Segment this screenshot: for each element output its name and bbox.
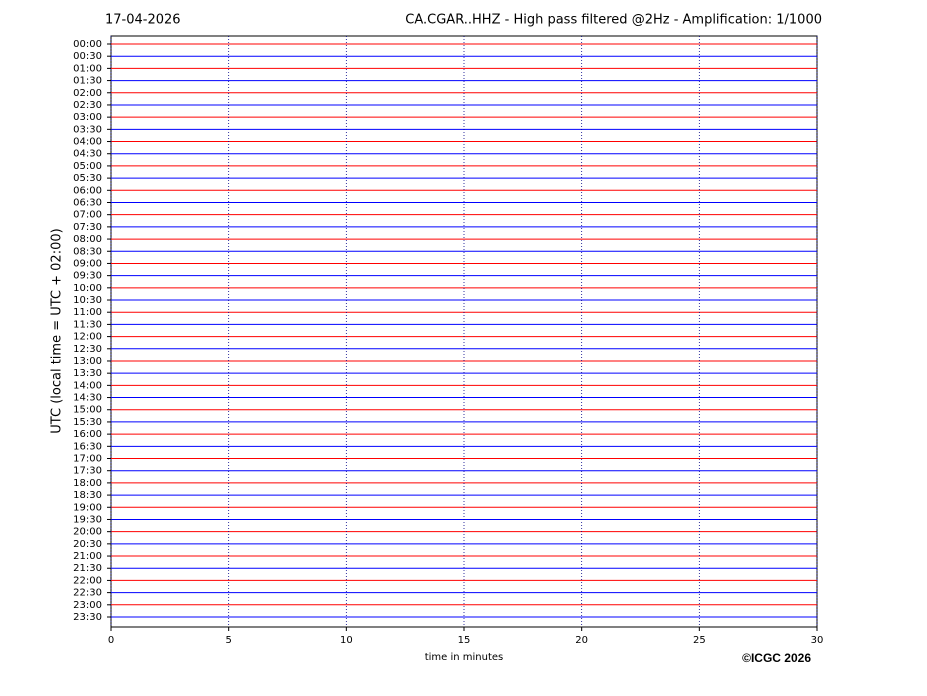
y-tick-label: 21:00 <box>73 551 102 562</box>
y-tick-label: 02:00 <box>73 88 102 99</box>
y-tick-label: 19:30 <box>73 514 102 525</box>
y-tick-label: 04:00 <box>73 137 102 148</box>
y-tick-label: 01:00 <box>73 63 102 74</box>
y-tick-label: 09:00 <box>73 258 102 269</box>
chart-title: CA.CGAR..HHZ - High pass filtered @2Hz -… <box>405 13 822 28</box>
y-tick-label: 12:30 <box>73 344 102 355</box>
plot-frame <box>110 35 818 628</box>
y-tick-label: 20:00 <box>73 527 102 538</box>
y-tick-label: 18:00 <box>73 478 102 489</box>
y-tick-label: 06:00 <box>73 185 102 196</box>
y-tick-label: 07:00 <box>73 210 102 221</box>
chart-date: 17-04-2026 <box>105 13 181 28</box>
y-tick-label: 16:30 <box>73 441 102 452</box>
x-tick-label: 10 <box>340 635 353 646</box>
y-tick-label: 15:00 <box>73 405 102 416</box>
x-tick-label: 5 <box>225 635 231 646</box>
y-tick-label: 08:00 <box>73 234 102 245</box>
y-tick-label: 18:30 <box>73 490 102 501</box>
copyright: ©ICGC 2026 <box>742 651 811 665</box>
y-tick-label: 11:00 <box>73 307 102 318</box>
y-tick-label: 07:30 <box>73 222 102 233</box>
y-tick-label: 22:30 <box>73 588 102 599</box>
y-tick-label: 00:30 <box>73 51 102 62</box>
x-tick-label: 15 <box>458 635 471 646</box>
y-tick-label: 23:30 <box>73 612 102 623</box>
x-tick-label: 0 <box>108 635 114 646</box>
y-tick-label: 10:00 <box>73 283 102 294</box>
y-tick-label: 15:30 <box>73 417 102 428</box>
y-tick-label: 19:00 <box>73 502 102 513</box>
y-tick-label: 02:30 <box>73 100 102 111</box>
x-axis-label: time in minutes <box>425 652 504 663</box>
y-tick-label: 11:30 <box>73 319 102 330</box>
y-tick-label: 13:30 <box>73 368 102 379</box>
y-tick-label: 00:00 <box>73 39 102 50</box>
y-tick-label: 03:30 <box>73 124 102 135</box>
y-tick-label: 01:30 <box>73 76 102 87</box>
y-tick-label: 08:30 <box>73 246 102 257</box>
x-tick-label: 30 <box>811 635 824 646</box>
y-tick-label: 06:30 <box>73 197 102 208</box>
y-tick-label: 12:00 <box>73 332 102 343</box>
y-tick-label: 09:30 <box>73 271 102 282</box>
y-tick-label: 17:30 <box>73 466 102 477</box>
y-tick-label: 04:30 <box>73 149 102 160</box>
y-tick-label: 14:00 <box>73 380 102 391</box>
y-axis-label: UTC (local time = UTC + 02:00) <box>50 228 65 433</box>
y-tick-label: 13:00 <box>73 356 102 367</box>
x-tick-label: 25 <box>693 635 706 646</box>
y-tick-label: 03:00 <box>73 112 102 123</box>
y-tick-label: 17:00 <box>73 454 102 465</box>
y-tick-label: 21:30 <box>73 563 102 574</box>
y-tick-label: 16:00 <box>73 429 102 440</box>
y-tick-label: 05:00 <box>73 161 102 172</box>
y-tick-label: 23:00 <box>73 600 102 611</box>
y-tick-label: 14:30 <box>73 393 102 404</box>
y-tick-label: 22:00 <box>73 575 102 586</box>
y-tick-label: 10:30 <box>73 295 102 306</box>
x-tick-label: 20 <box>575 635 588 646</box>
y-tick-label: 05:30 <box>73 173 102 184</box>
y-tick-label: 20:30 <box>73 539 102 550</box>
